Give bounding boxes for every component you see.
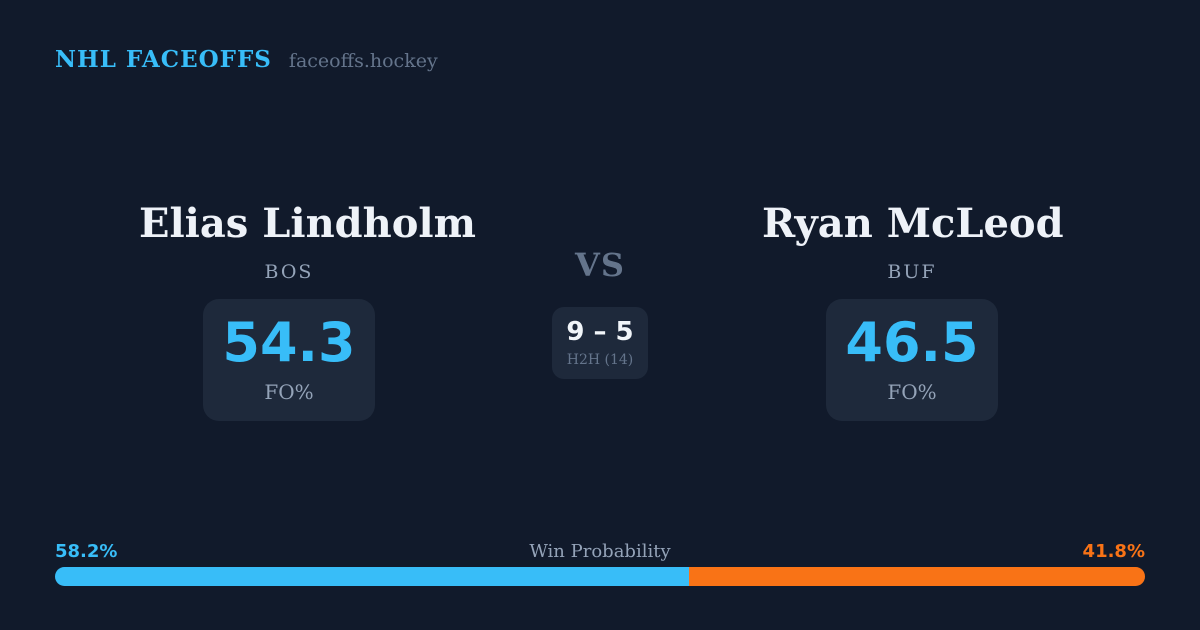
- center-column: VS 9 – 5 H2H (14): [450, 249, 750, 379]
- site-url: faceoffs.hockey: [288, 50, 438, 72]
- player-left-fo-pct: 54.3: [222, 311, 356, 374]
- brand-title: NHL FACEOFFS: [55, 46, 272, 73]
- player-left-stat-card: 54.3 FO%: [203, 299, 375, 421]
- win-probability-right-pct: 41.8%: [1082, 541, 1145, 562]
- player-right-stat-card: 46.5 FO%: [826, 299, 998, 421]
- player-right-name: Ryan McLeod: [762, 200, 1064, 247]
- header: NHL FACEOFFS faceoffs.hockey: [55, 46, 438, 73]
- vs-label: VS: [575, 246, 625, 284]
- player-left-fo-label: FO%: [264, 380, 314, 404]
- h2h-label: H2H (14): [566, 351, 634, 368]
- player-left-column: Elias Lindholm BOS 54.3 FO%: [139, 200, 476, 421]
- player-right-fo-pct: 46.5: [845, 311, 979, 374]
- h2h-card: 9 – 5 H2H (14): [552, 307, 648, 379]
- player-right-column: Ryan McLeod BUF 46.5 FO%: [762, 200, 1064, 421]
- player-left-team: BOS: [264, 261, 314, 283]
- player-right-fo-label: FO%: [887, 380, 937, 404]
- player-left-name: Elias Lindholm: [139, 200, 476, 247]
- win-probability-bar: [55, 567, 1145, 586]
- player-right-team: BUF: [887, 261, 937, 283]
- h2h-score: 9 – 5: [566, 316, 634, 347]
- win-bar-orange-segment: [689, 567, 1145, 586]
- win-probability-left-pct: 58.2%: [55, 541, 118, 562]
- win-bar-blue-segment: [55, 567, 690, 586]
- win-probability-title: Win Probability: [529, 541, 671, 562]
- win-probability-labels: 58.2% Win Probability 41.8%: [55, 541, 1145, 563]
